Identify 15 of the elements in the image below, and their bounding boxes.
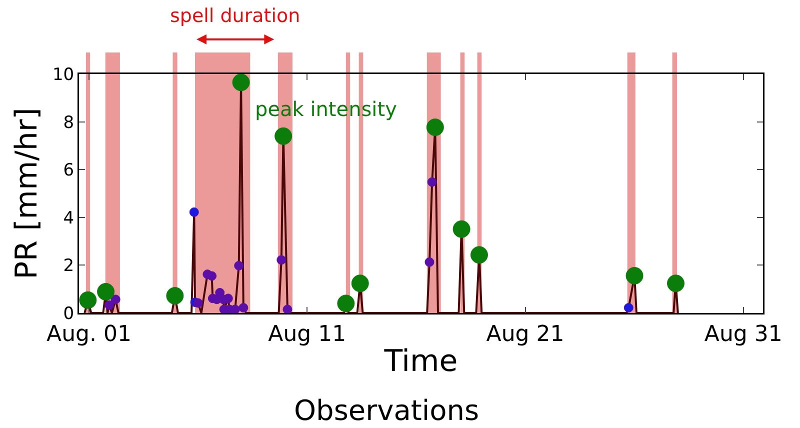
y-tick-label: 8 [63,112,74,133]
text: spell duration [170,5,300,27]
y-tick-label: 4 [63,208,74,228]
y-tick-label: 10 [52,64,74,85]
y-tick-label: 2 [63,256,74,276]
x-tick-label: Aug 21 [486,322,564,347]
x-axis-title: Time [383,344,458,380]
x-tick-label: Aug. 01 [46,322,132,347]
y-axis-title: PR [mm/hr] [10,108,45,280]
x-tick-label: Aug 11 [268,322,346,347]
text: Observations [294,394,480,427]
annotation: peak intensity [255,97,398,121]
y-tick-label: 0 [63,304,74,324]
y-tick-label: 6 [63,160,74,181]
x-tick-label: Aug 31 [704,322,782,347]
